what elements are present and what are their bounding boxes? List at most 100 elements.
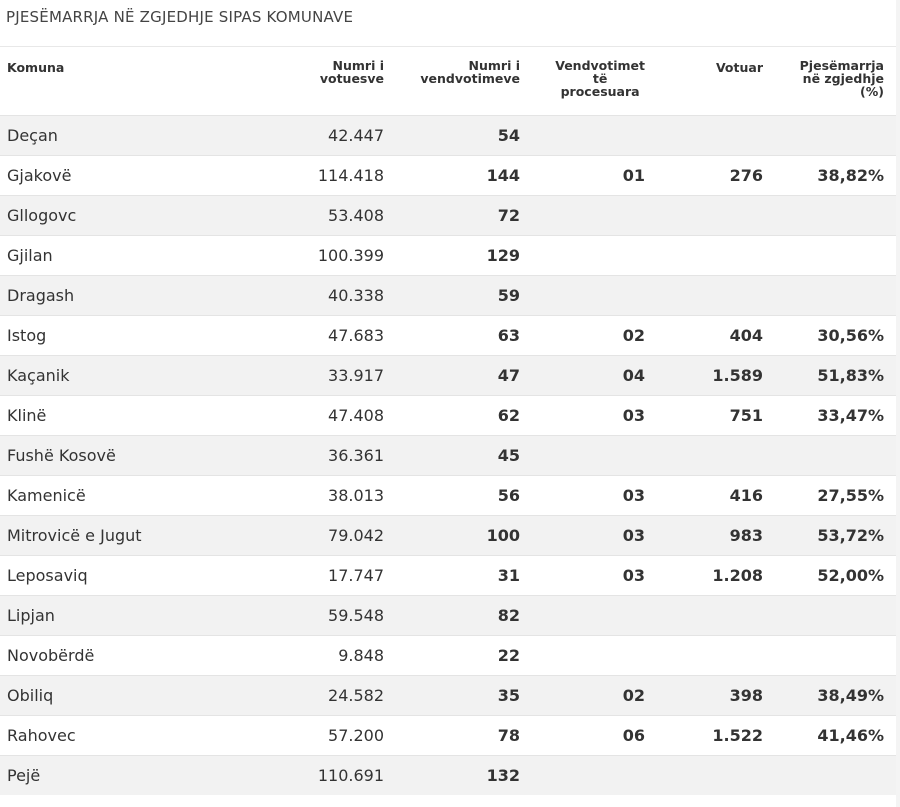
table-row: Gjakovë 114.418 144 01 276 38,82% — [0, 155, 896, 195]
cell-komuna: Kaçanik — [7, 366, 70, 385]
cell-votues: 53.408 — [328, 206, 384, 225]
cell-pjesemarrja: 51,83% — [817, 366, 884, 385]
header-votuar[interactable]: Votuar — [715, 60, 763, 75]
cell-pjesemarrja: 38,82% — [817, 166, 884, 185]
cell-procesuara: 03 — [622, 486, 645, 505]
cell-votuar: 1.589 — [712, 366, 763, 385]
table-row: Lipjan 59.548 82 — [0, 595, 896, 635]
cell-vendvotime: 56 — [497, 486, 520, 505]
header-line: në zgjedhje — [802, 71, 884, 86]
table-row: Gllogovc 53.408 72 — [0, 195, 896, 235]
cell-komuna: Gjilan — [7, 246, 53, 265]
cell-pjesemarrja: 27,55% — [817, 486, 884, 505]
cell-vendvotime: 144 — [486, 166, 520, 185]
table-row: Klinë 47.408 62 03 751 33,47% — [0, 395, 896, 435]
cell-komuna: Pejë — [7, 766, 41, 785]
header-vendvotimet-procesuara[interactable]: Vendvotimet të procesuara — [555, 59, 645, 98]
cell-vendvotime: 72 — [497, 206, 520, 225]
cell-votues: 79.042 — [328, 526, 384, 545]
table-row: Kaçanik 33.917 47 04 1.589 51,83% — [0, 355, 896, 395]
table-row: Istog 47.683 63 02 404 30,56% — [0, 315, 896, 355]
cell-procesuara: 03 — [622, 566, 645, 585]
cell-komuna: Deçan — [7, 126, 58, 145]
cell-vendvotime: 45 — [497, 446, 520, 465]
cell-procesuara: 02 — [622, 326, 645, 345]
header-line: Pjesëmarrja — [799, 58, 884, 73]
cell-vendvotime: 62 — [497, 406, 520, 425]
header-line: Numri i — [468, 58, 520, 73]
table-row: Mitrovicë e Jugut 79.042 100 03 983 53,7… — [0, 515, 896, 555]
cell-vendvotime: 31 — [497, 566, 520, 585]
cell-komuna: Klinë — [7, 406, 47, 425]
header-line: Vendvotimet — [555, 58, 645, 73]
table-title: PJESËMARRJA NË ZGJEDHJE SIPAS KOMUNAVE — [6, 8, 354, 26]
cell-pjesemarrja: 52,00% — [817, 566, 884, 585]
table-row: Deçan 42.447 54 — [0, 115, 896, 155]
table-header: Komuna Numri i votuesve Numri i vendvoti… — [0, 47, 896, 115]
cell-procesuara: 03 — [622, 406, 645, 425]
header-pjesemarrja[interactable]: Pjesëmarrja në zgjedhje (%) — [800, 59, 884, 98]
cell-votuar: 404 — [729, 326, 763, 345]
cell-komuna: Gllogovc — [7, 206, 77, 225]
table-row: Fushë Kosovë 36.361 45 — [0, 435, 896, 475]
cell-komuna: Dragash — [7, 286, 75, 305]
cell-vendvotime: 54 — [497, 126, 520, 145]
cell-votues: 57.200 — [328, 726, 384, 745]
table-body: Deçan 42.447 54 Gjakovë 114.418 144 01 2… — [0, 115, 896, 795]
cell-vendvotime: 129 — [486, 246, 520, 265]
cell-votues: 47.408 — [328, 406, 384, 425]
cell-votues: 110.691 — [317, 766, 384, 785]
cell-komuna: Istog — [7, 326, 47, 345]
cell-votues: 47.683 — [328, 326, 384, 345]
header-line: (%) — [860, 84, 884, 99]
cell-votues: 100.399 — [317, 246, 384, 265]
cell-vendvotime: 100 — [486, 526, 520, 545]
header-komuna[interactable]: Komuna — [7, 60, 65, 75]
table-row: Dragash 40.338 59 — [0, 275, 896, 315]
cell-komuna: Leposaviq — [7, 566, 88, 585]
header-line: vendvotimeve — [420, 71, 520, 86]
cell-vendvotime: 82 — [497, 606, 520, 625]
cell-komuna: Gjakovë — [7, 166, 72, 185]
cell-pjesemarrja: 41,46% — [817, 726, 884, 745]
table-row: Gjilan 100.399 129 — [0, 235, 896, 275]
cell-komuna: Kamenicë — [7, 486, 86, 505]
cell-pjesemarrja: 33,47% — [817, 406, 884, 425]
title-divider — [0, 46, 896, 47]
cell-votuar: 1.208 — [712, 566, 763, 585]
cell-votuar: 751 — [729, 406, 763, 425]
cell-votues: 59.548 — [328, 606, 384, 625]
header-numri-votuesve[interactable]: Numri i votuesve — [320, 59, 384, 85]
cell-votuar: 416 — [729, 486, 763, 505]
cell-votues: 36.361 — [328, 446, 384, 465]
cell-votuar: 276 — [729, 166, 763, 185]
scrollbar-track[interactable] — [896, 0, 900, 807]
cell-vendvotime: 63 — [497, 326, 520, 345]
cell-vendvotime: 47 — [497, 366, 520, 385]
cell-komuna: Obiliq — [7, 686, 54, 705]
cell-votues: 9.848 — [338, 646, 384, 665]
header-numri-vendvotimeve[interactable]: Numri i vendvotimeve — [420, 59, 520, 85]
header-line: të — [592, 71, 608, 86]
cell-procesuara: 02 — [622, 686, 645, 705]
cell-votuar: 983 — [729, 526, 763, 545]
cell-procesuara: 01 — [622, 166, 645, 185]
header-line: procesuara — [560, 84, 640, 99]
cell-vendvotime: 78 — [497, 726, 520, 745]
cell-komuna: Fushë Kosovë — [7, 446, 116, 465]
header-line: Numri i — [332, 58, 384, 73]
cell-pjesemarrja: 30,56% — [817, 326, 884, 345]
cell-votuar: 398 — [729, 686, 763, 705]
cell-vendvotime: 35 — [497, 686, 520, 705]
cell-votues: 38.013 — [328, 486, 384, 505]
cell-votues: 24.582 — [328, 686, 384, 705]
cell-vendvotime: 22 — [497, 646, 520, 665]
cell-pjesemarrja: 53,72% — [817, 526, 884, 545]
cell-votues: 40.338 — [328, 286, 384, 305]
cell-komuna: Novobërdë — [7, 646, 95, 665]
table-row: Obiliq 24.582 35 02 398 38,49% — [0, 675, 896, 715]
cell-votues: 42.447 — [328, 126, 384, 145]
cell-procesuara: 04 — [622, 366, 645, 385]
cell-votuar: 1.522 — [712, 726, 763, 745]
cell-komuna: Lipjan — [7, 606, 55, 625]
